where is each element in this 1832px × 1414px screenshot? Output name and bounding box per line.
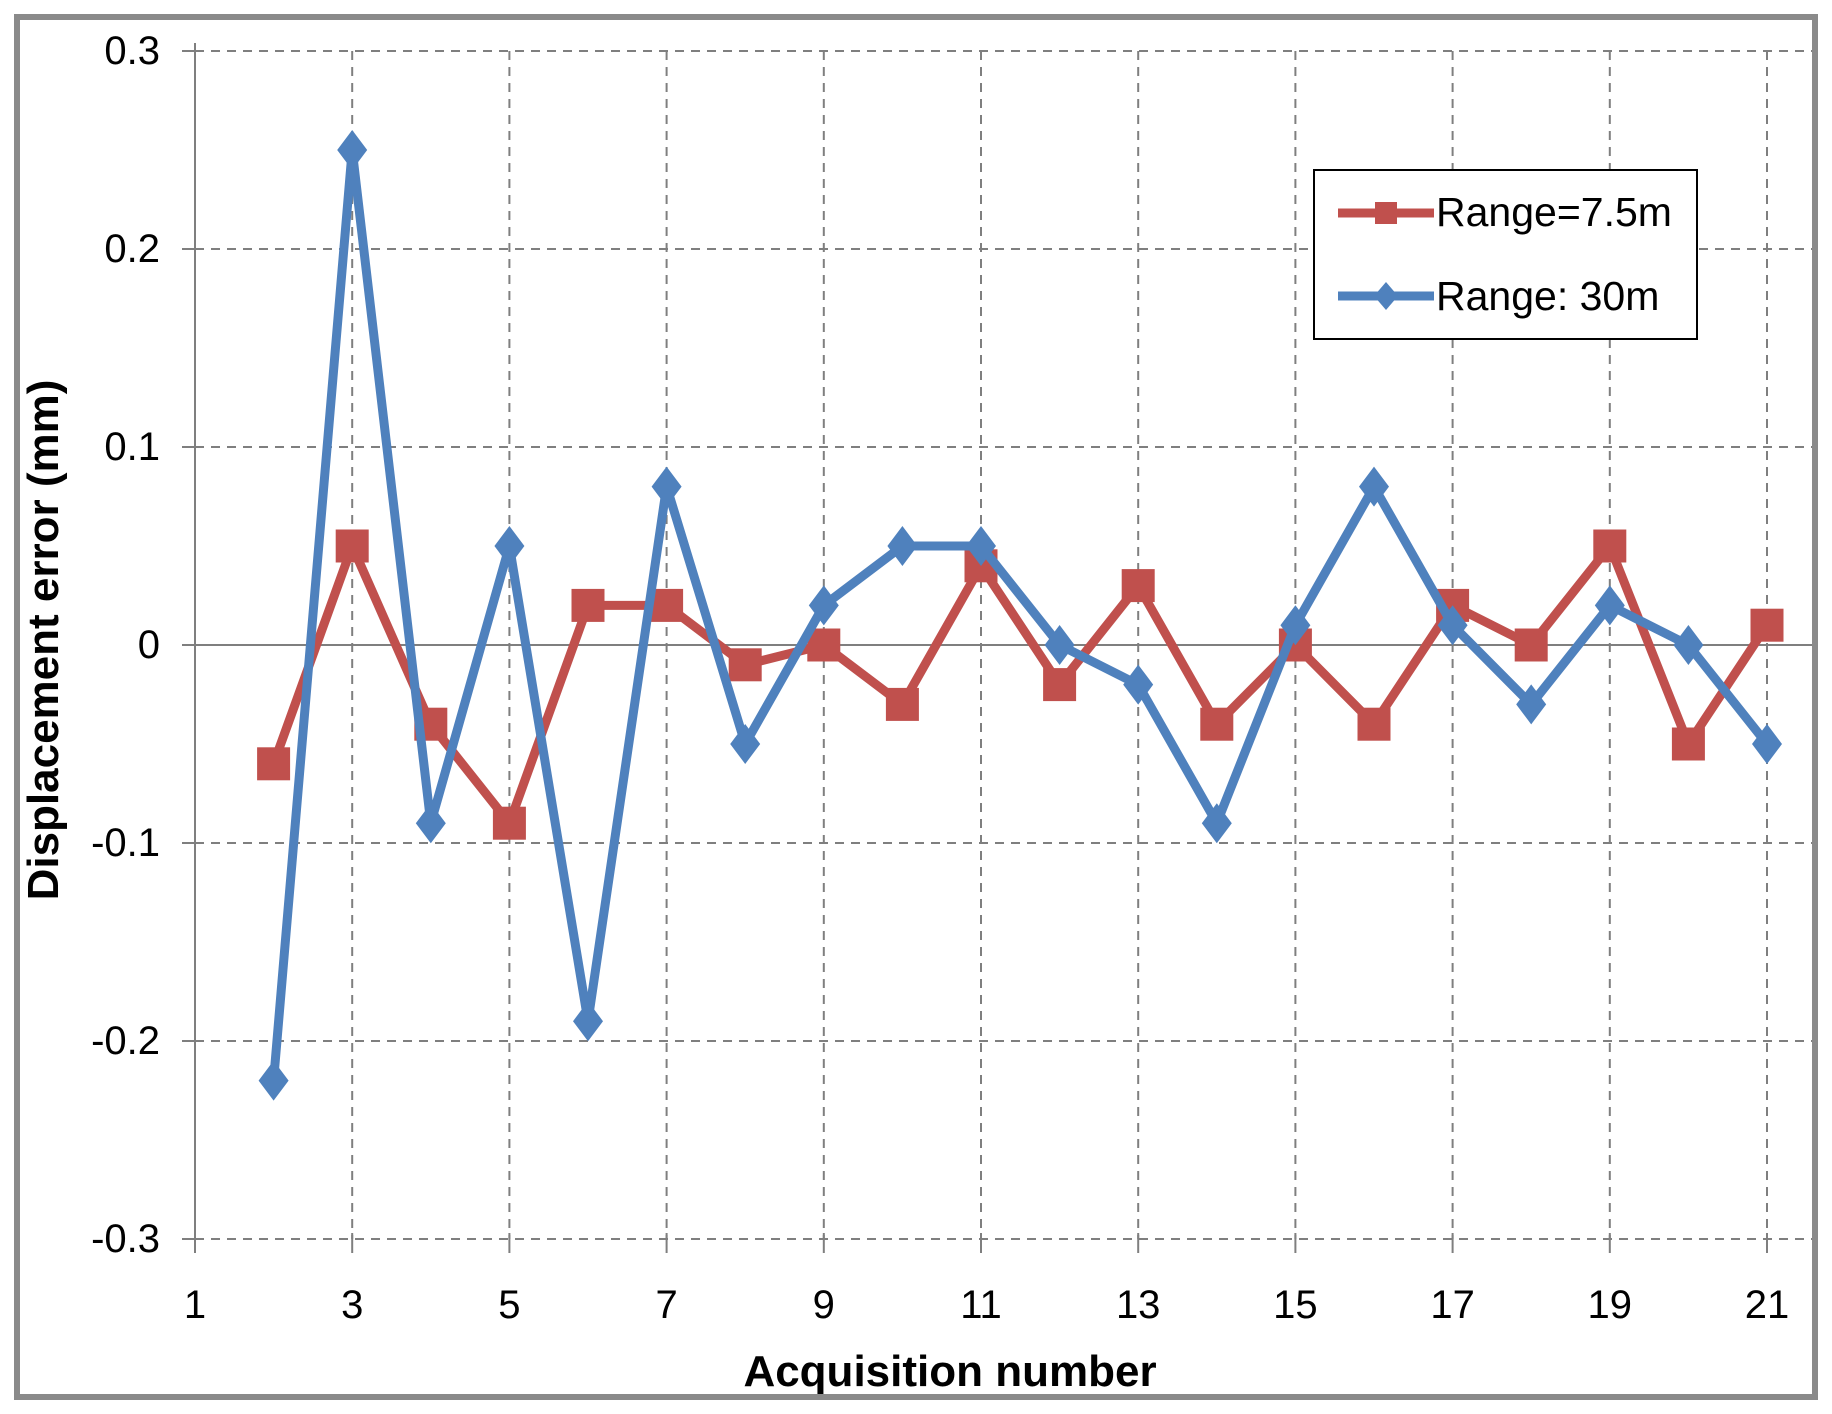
data-point-square: [1121, 569, 1155, 603]
series-line-1: [269, 145, 1772, 1086]
x-tick-label: 11: [960, 1283, 1002, 1327]
x-tick-label: 3: [341, 1283, 364, 1327]
data-point-diamond: [1673, 625, 1704, 665]
data-point-square: [1671, 727, 1705, 761]
y-axis-title: Displacement error (mm): [19, 379, 68, 901]
data-point-diamond: [573, 1001, 603, 1042]
y-tick-label: 0.2: [104, 227, 160, 271]
data-point-diamond: [966, 526, 996, 566]
data-point-diamond: [337, 130, 368, 170]
x-tick-label: 17: [1430, 1283, 1475, 1327]
data-point-diamond: [494, 526, 525, 566]
data-point-diamond: [1044, 625, 1075, 665]
data-point-square: [728, 648, 762, 682]
x-tick-label: 7: [655, 1283, 678, 1327]
data-point-square: [1357, 707, 1391, 741]
x-tick-label: 13: [1115, 1283, 1161, 1327]
x-tick-label: 1: [183, 1283, 207, 1327]
data-point-square: [1750, 608, 1784, 642]
data-point-diamond: [1594, 585, 1625, 626]
legend-marker-red-square-line: [1338, 201, 1434, 224]
data-point-square: [571, 588, 605, 622]
data-point-diamond: [730, 724, 761, 764]
legend-label-range-7-5m: Range=7.5m: [1436, 189, 1672, 236]
data-point-square: [1593, 529, 1627, 563]
data-point-diamond: [1437, 605, 1468, 646]
data-point-square: [650, 588, 684, 622]
y-tick-label: -0.1: [91, 821, 160, 865]
data-point-diamond: [258, 1060, 289, 1101]
data-point-diamond: [1516, 684, 1547, 725]
data-point-diamond: [415, 803, 446, 844]
data-point-square: [1200, 707, 1234, 741]
data-point-diamond: [1201, 803, 1232, 844]
legend-entry-range-7-5m: Range=7.5m: [1338, 189, 1696, 236]
data-point-square: [807, 628, 841, 662]
y-tick-label: -0.3: [91, 1217, 160, 1261]
data-point-diamond: [808, 585, 839, 626]
data-point-square: [1514, 628, 1548, 662]
data-point-square: [492, 806, 526, 840]
data-point-square: [885, 687, 919, 721]
data-point-diamond: [1359, 466, 1389, 507]
x-tick-label: 21: [1744, 1283, 1790, 1327]
y-tick-label: 0: [137, 623, 160, 667]
x-tick-label: 19: [1587, 1283, 1633, 1327]
legend-marker-blue-diamond-line: [1338, 282, 1434, 311]
legend-box: Range=7.5m Range: 30m: [1313, 169, 1698, 340]
data-point-square: [1043, 668, 1077, 702]
data-point-diamond: [651, 466, 682, 507]
y-tick-label: -0.2: [91, 1019, 160, 1063]
x-tick-label: 9: [812, 1283, 835, 1327]
data-point-diamond: [887, 526, 918, 566]
data-point-square: [257, 747, 291, 781]
legend-entry-range-30m: Range: 30m: [1338, 273, 1696, 320]
x-tick-label: 5: [498, 1283, 521, 1327]
data-point-diamond: [1280, 605, 1311, 646]
legend-label-range-30m: Range: 30m: [1436, 272, 1660, 319]
x-axis-title: Acquisition number: [743, 1347, 1157, 1396]
y-tick-label: 0.3: [104, 29, 160, 73]
data-point-square: [335, 529, 369, 563]
x-tick-label: 15: [1273, 1283, 1318, 1327]
data-point-diamond: [1752, 724, 1782, 764]
y-tick-label: 0.1: [104, 425, 160, 469]
data-point-diamond: [1123, 664, 1154, 705]
